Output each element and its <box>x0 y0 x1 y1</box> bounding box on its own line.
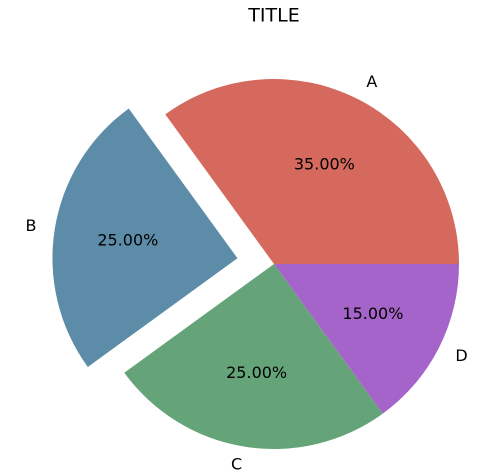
slice-label: C <box>231 454 242 473</box>
pie-slice <box>165 78 460 264</box>
slice-label: D <box>455 346 467 365</box>
value-label: 35.00% <box>294 155 355 174</box>
chart-title: TITLE <box>247 5 299 27</box>
value-label: 25.00% <box>97 230 158 249</box>
pie-slice <box>52 108 238 367</box>
slice-label: A <box>366 72 377 91</box>
value-label: 25.00% <box>226 363 287 382</box>
pie-slice <box>274 264 460 414</box>
slice-label: B <box>25 216 36 235</box>
pie-slice <box>124 264 383 449</box>
value-label: 15.00% <box>342 304 403 323</box>
